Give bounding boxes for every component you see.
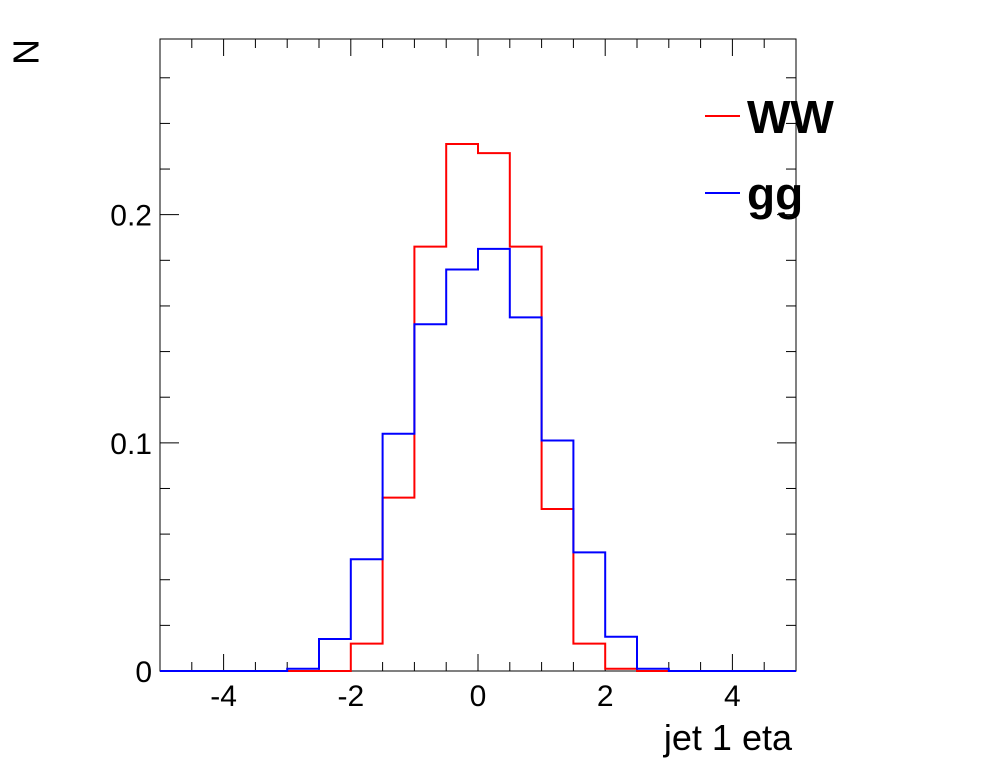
- series-gg-histogram: [160, 247, 796, 672]
- y-tick-label: 0.1: [110, 428, 152, 461]
- tick-labels: -4 -2 0 2 4 0 0.1 0.2: [110, 200, 740, 713]
- axis-ticks: [159, 39, 797, 672]
- x-tick-label: 4: [724, 680, 741, 713]
- plot-frame: [159, 38, 797, 672]
- y-tick-label: 0: [135, 656, 152, 689]
- y-axis-label: N: [6, 39, 47, 65]
- legend-label-gg: gg: [747, 168, 803, 220]
- x-axis-label: jet 1 eta: [663, 717, 793, 758]
- legend: WW gg: [705, 91, 834, 220]
- x-tick-label: -4: [210, 680, 237, 713]
- series-layer: [160, 142, 796, 672]
- x-tick-label: -2: [337, 680, 364, 713]
- x-tick-label: 0: [470, 680, 487, 713]
- y-tick-label: 0.2: [110, 200, 152, 233]
- legend-label-ww: WW: [747, 91, 834, 143]
- x-tick-label: 2: [597, 680, 614, 713]
- series-ww-histogram: [160, 142, 796, 672]
